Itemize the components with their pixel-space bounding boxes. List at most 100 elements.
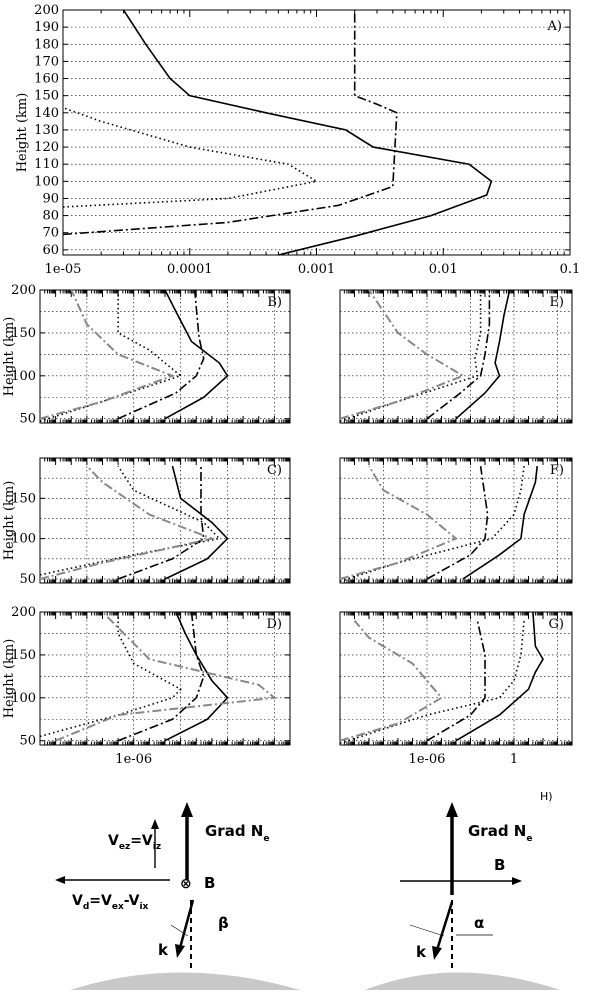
k-arrow-left (178, 899, 195, 949)
panel-label: F) (550, 463, 564, 478)
chart-panel-f: F) (339, 457, 573, 584)
series-line-dashdot-gray (339, 619, 444, 742)
series-line-solid (164, 289, 229, 420)
plot-frame (339, 457, 573, 584)
y-tick-label: 190 (34, 20, 59, 35)
y-tick-label: 200 (11, 283, 36, 298)
y-tick-label: 100 (11, 532, 36, 547)
series-line-dotted (339, 620, 525, 745)
panel-label: B) (267, 295, 282, 310)
y-tick-label: 200 (11, 605, 36, 620)
series-line-dashdot-gray (339, 289, 466, 420)
right-diagram: Grad Ne B k α (365, 802, 560, 990)
y-tick-label: 100 (11, 691, 36, 706)
series-line-dotted (39, 612, 182, 738)
x-tick-label: 0.001 (298, 262, 335, 277)
series-line-solid (164, 465, 229, 580)
series-line-dashdot (117, 466, 205, 580)
plot-frame (62, 9, 571, 256)
y-tick-label: 160 (34, 72, 59, 87)
series-line-dashdot (117, 611, 205, 742)
series-line-dashdot-gray (39, 465, 216, 580)
x-tick-label: 1e-05 (45, 262, 82, 277)
series-line-dashdot (426, 465, 489, 580)
y-tick-label: 100 (34, 174, 59, 189)
y-tick-label: 150 (11, 648, 36, 663)
y-tick-label: 90 (42, 191, 59, 206)
plot-frame (339, 611, 573, 746)
y-tick-label: 110 (34, 157, 59, 172)
grad-ne-label-right: Grad Ne (468, 822, 532, 844)
y-tick-label: 50 (19, 572, 36, 587)
grad-ne-label-left: Grad Ne (205, 822, 269, 844)
y-tick-label: 120 (34, 140, 59, 155)
x-tick-label: 1 (510, 752, 518, 767)
x-tick-label: 0.1 (560, 262, 581, 277)
beta-label: β (218, 914, 229, 932)
y-axis-title: Height (km) (2, 481, 17, 561)
panel-label: C) (267, 463, 282, 478)
x-tick-label: 0.0001 (167, 262, 213, 277)
series-line-solid (455, 611, 544, 742)
plot-frame (39, 289, 291, 424)
charts-layer: 6070809010011012013014015016017018019020… (2, 3, 580, 767)
y-tick-label: 100 (11, 369, 36, 384)
ground-arc-right (365, 972, 560, 990)
plot-frame (39, 457, 291, 584)
series-line-solid (462, 466, 538, 580)
y-tick-label: 150 (34, 89, 59, 104)
chart-panel-d: 50 100 150 200 Height (km) 1e-06 D) (2, 605, 291, 767)
y-axis-title: Height (km) (2, 317, 17, 397)
vd-arrowhead (55, 876, 65, 884)
y-tick-label: 60 (42, 243, 59, 258)
series-line-dashdot-gray (39, 289, 176, 420)
b-label-right: B (494, 856, 505, 874)
panel-label: E) (549, 295, 564, 310)
y-tick-label: 200 (34, 3, 59, 18)
grad-ne-arrowhead-right (446, 802, 458, 817)
angle-helper-left (170, 924, 189, 937)
y-axis-title: Height (km) (2, 639, 17, 719)
b-arrowhead-right (512, 877, 522, 885)
k-label-left: k (158, 941, 169, 959)
series-line-dashdot (117, 289, 205, 420)
diagram-h: H) Grad Ne Vez=Viz Vd=Vex-Vix ⊗ B k (55, 790, 560, 990)
y-tick-label: 140 (34, 106, 59, 121)
series-line-solid (164, 611, 229, 742)
series-line-solid (122, 9, 493, 256)
left-diagram: Grad Ne Vez=Viz Vd=Vex-Vix ⊗ B k β (55, 802, 300, 990)
y-tick-label: 170 (34, 54, 59, 69)
chart-panel-a: 60 70 80 90 100 110 120 130 140 150 160 170 180 190 20… (15, 3, 580, 277)
plot-frame (339, 289, 573, 424)
y-tick-label: 150 (11, 491, 36, 506)
y-tick-label: 80 (42, 209, 59, 224)
panel-label: D) (267, 617, 283, 632)
b-into-page-symbol: ⊗ (180, 876, 192, 892)
series-line-dotted (39, 290, 183, 423)
series-line-dashdot (426, 620, 486, 742)
panel-label: G) (549, 617, 564, 632)
chart-panel-e: E) (339, 289, 573, 424)
y-axis-title: Height (km) (15, 93, 30, 173)
y-tick-label: 50 (19, 734, 36, 749)
ground-arc-left (70, 972, 300, 990)
series-line-dotted (339, 290, 482, 423)
panel-label-h: H) (540, 790, 553, 803)
b-label-left: B (204, 874, 215, 892)
vd-label: Vd=Vex-Vix (72, 893, 149, 912)
vez-arrowhead (151, 819, 159, 829)
y-tick-label: 130 (34, 123, 59, 138)
series-line-dotted (62, 106, 319, 208)
plot-frame (39, 611, 291, 746)
series-line-dashdot-gray (339, 465, 458, 580)
series-line-dashdot (426, 290, 491, 420)
x-tick-label: 1e-06 (409, 752, 446, 767)
panel-label: A) (547, 19, 562, 34)
y-tick-label: 50 (19, 412, 36, 427)
x-tick-label: 0.01 (429, 262, 458, 277)
chart-panel-b: 50 100 150 200 Height (km) B) (2, 283, 291, 427)
series-line-dotted (339, 465, 525, 583)
alpha-label: α (474, 914, 484, 932)
